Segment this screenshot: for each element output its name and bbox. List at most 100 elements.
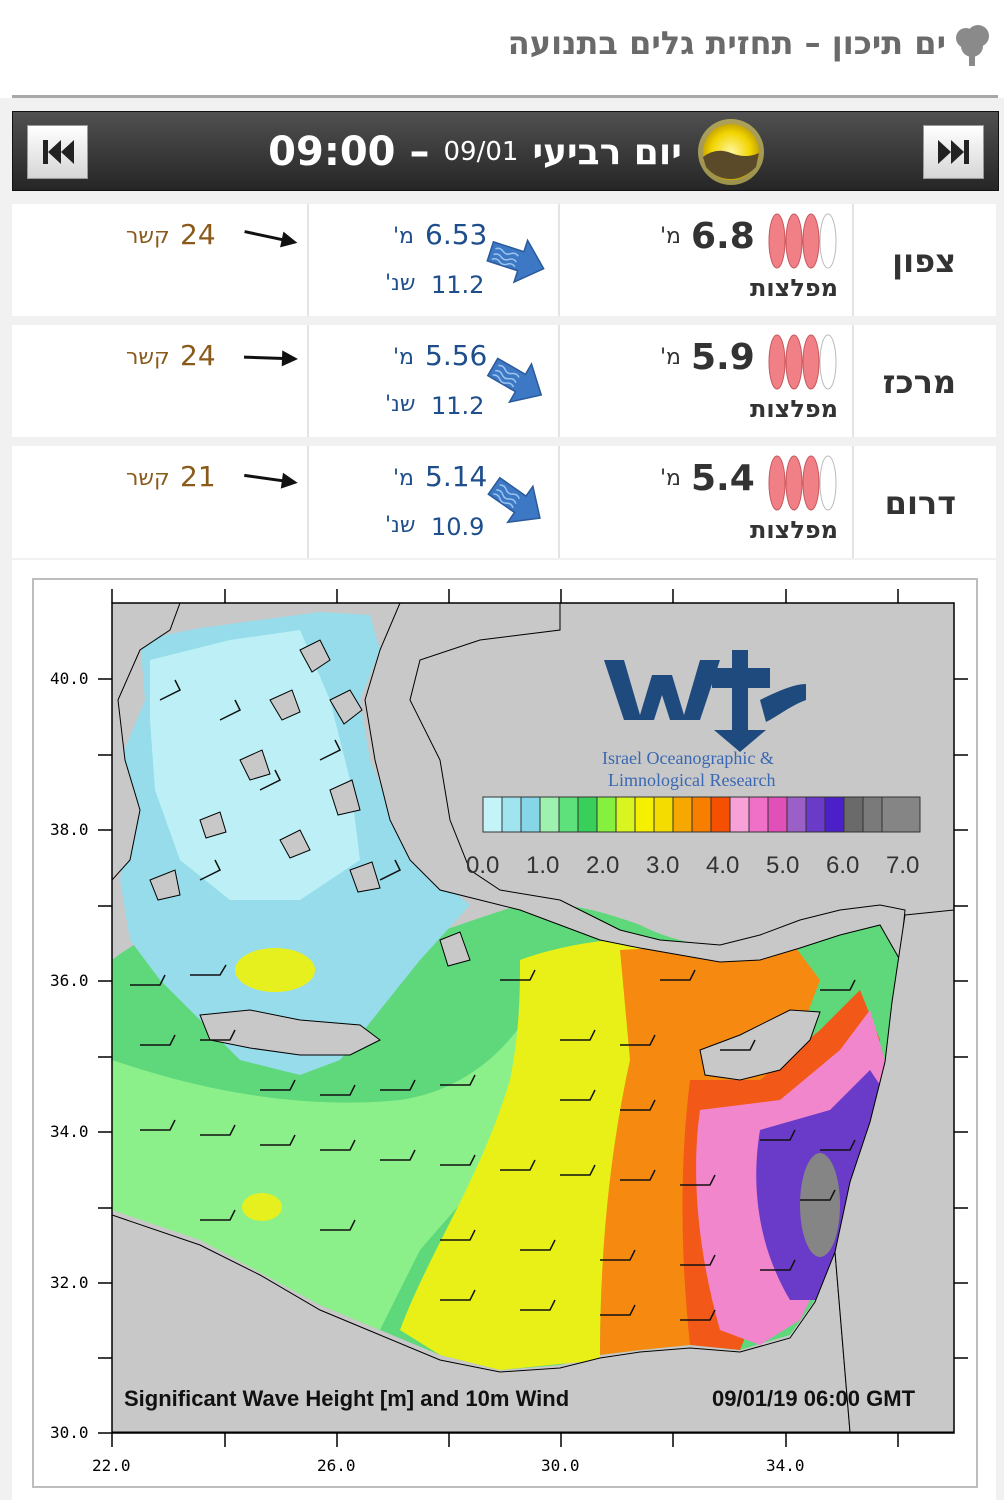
swell-cell: 5.14 מ' 10.9 שנ' (309, 446, 558, 558)
swell-period: 11.2 (431, 271, 485, 299)
scale-label: 1.0 (526, 852, 560, 879)
wind-arrow-icon (243, 350, 298, 367)
wind-arrow-icon (244, 472, 298, 489)
y-tick-label: 40.0 (50, 669, 89, 688)
y-tick-label: 32.0 (50, 1273, 89, 1292)
scale-label: 3.0 (646, 852, 680, 879)
swell-height: 5.56 (425, 339, 488, 372)
region-cell: דרום (854, 446, 996, 558)
skip-forward-icon (937, 140, 969, 164)
region-row-north[interactable]: צפון 6.8 מ' מפלצות 6.53 מ' 11.2 שנ' (12, 204, 996, 316)
swell-cell: 6.53 מ' 11.2 שנ' (309, 204, 558, 316)
wind-cell: 24 קשר (12, 204, 307, 316)
region-name: צפון (892, 242, 956, 280)
wave-color-scale (482, 796, 921, 833)
yellow-band (400, 938, 660, 1370)
forecast-hour: 09:00 (268, 129, 396, 175)
scale-label: 6.0 (826, 852, 860, 879)
scale-label: 4.0 (706, 852, 740, 879)
wave-height-unit: מ' (660, 345, 681, 370)
y-tick-label: 34.0 (50, 1122, 89, 1141)
green-band (112, 990, 600, 1330)
cyprus-island (699, 1009, 821, 1081)
swell-arrow-icon (487, 476, 541, 524)
org-name-line2: Limnological Research (608, 770, 776, 790)
x-tick-label: 30.0 (541, 1456, 580, 1475)
yellow-spot-crete (235, 948, 315, 992)
wind-barbs (130, 679, 856, 1321)
org-name-line1: Israel Oceanographic & (602, 748, 774, 768)
swell-height-unit: מ' (393, 466, 414, 491)
swell-period-unit: שנ' (385, 271, 416, 296)
wind-speed: 24 (180, 339, 216, 372)
swell-cell: 5.56 מ' 11.2 שנ' (309, 325, 558, 437)
scale-label: 7.0 (886, 852, 920, 879)
top-bar: ים תיכון – תחזית גלים בתנועה (0, 0, 1004, 98)
swell-arrow-icon (486, 238, 545, 284)
swell-period: 10.9 (431, 513, 485, 541)
wind-unit: קשר (126, 345, 170, 370)
wind-cell: 24 קשר (12, 325, 307, 437)
surfboard-icon (768, 455, 837, 511)
surfboard-icon (768, 213, 837, 269)
wave-height-unit: מ' (660, 224, 681, 249)
yellow-spot-south (242, 1193, 282, 1221)
region-name: מרכז (882, 363, 956, 401)
tree-icon (956, 25, 989, 66)
levant-coast (834, 909, 954, 1433)
wave-height-cell: 5.4 מ' מפלצות (560, 446, 852, 558)
title-dash: – (409, 129, 430, 175)
map-timestamp: 09/01/19 06:00 GMT (712, 1386, 916, 1411)
region-cell: צפון (854, 204, 996, 316)
page-title: ים תיכון – תחזית גלים בתנועה (507, 24, 946, 62)
wind-unit: קשר (126, 466, 170, 491)
surfboard-icon (768, 334, 837, 390)
wind-cell: 21 קשר (12, 446, 307, 558)
swell-arrow-icon (486, 357, 543, 404)
region-name: דרום (884, 484, 956, 522)
wind-speed: 21 (180, 460, 216, 493)
wave-height-value: 6.8 (691, 216, 755, 257)
forecast-date: 09/01 (443, 137, 519, 167)
swell-height-unit: מ' (393, 224, 414, 249)
swell-period-unit: שנ' (385, 392, 416, 417)
region-cell: מרכז (854, 325, 996, 437)
y-tick-label: 30.0 (50, 1423, 89, 1442)
x-tick-label: 22.0 (92, 1456, 131, 1475)
aegean-islands (149, 639, 471, 967)
map-caption: Significant Wave Height [m] and 10m Wind (124, 1386, 570, 1411)
wave-height-unit: מ' (660, 466, 681, 491)
plot-frame (111, 602, 955, 1434)
greece-mainland (112, 603, 181, 881)
wind-unit: קשר (126, 224, 170, 249)
wave-height-label: מפלצות (750, 395, 838, 423)
wave-height-cell: 5.9 מ' מפלצות (560, 325, 852, 437)
turkey-coast (364, 603, 906, 963)
y-tick-label: 38.0 (50, 820, 89, 839)
next-day-button[interactable] (923, 125, 984, 179)
day-name: יום רביעי (532, 131, 682, 173)
region-row-south[interactable]: דרום 5.4 מ' מפלצות 5.14 מ' 10.9 שנ' (12, 446, 996, 558)
swell-period: 11.2 (431, 392, 485, 420)
ocean-research-logo (604, 650, 806, 752)
title-divider (12, 95, 998, 98)
swell-height: 6.53 (425, 218, 488, 251)
wave-height-label: מפלצות (750, 516, 838, 544)
wave-height-cell: 6.8 מ' מפלצות (560, 204, 852, 316)
wind-speed: 24 (180, 218, 216, 251)
wave-height-value: 5.9 (691, 337, 755, 378)
swell-period-unit: שנ' (385, 513, 416, 538)
swell-height: 5.14 (425, 460, 488, 493)
wind-arrow-icon (244, 230, 298, 248)
previous-day-button[interactable] (27, 125, 88, 179)
scale-label: 5.0 (766, 852, 800, 879)
scale-label: 2.0 (586, 852, 620, 879)
sun-icon (697, 119, 764, 185)
swell-height-unit: מ' (393, 345, 414, 370)
axis-ticks (98, 589, 968, 1447)
x-tick-label: 34.0 (766, 1456, 805, 1475)
crete-island (199, 1009, 381, 1056)
skip-back-icon (42, 140, 74, 164)
region-row-center[interactable]: מרכז 5.9 מ' מפלצות 5.56 מ' 11.2 שנ' (12, 325, 996, 437)
